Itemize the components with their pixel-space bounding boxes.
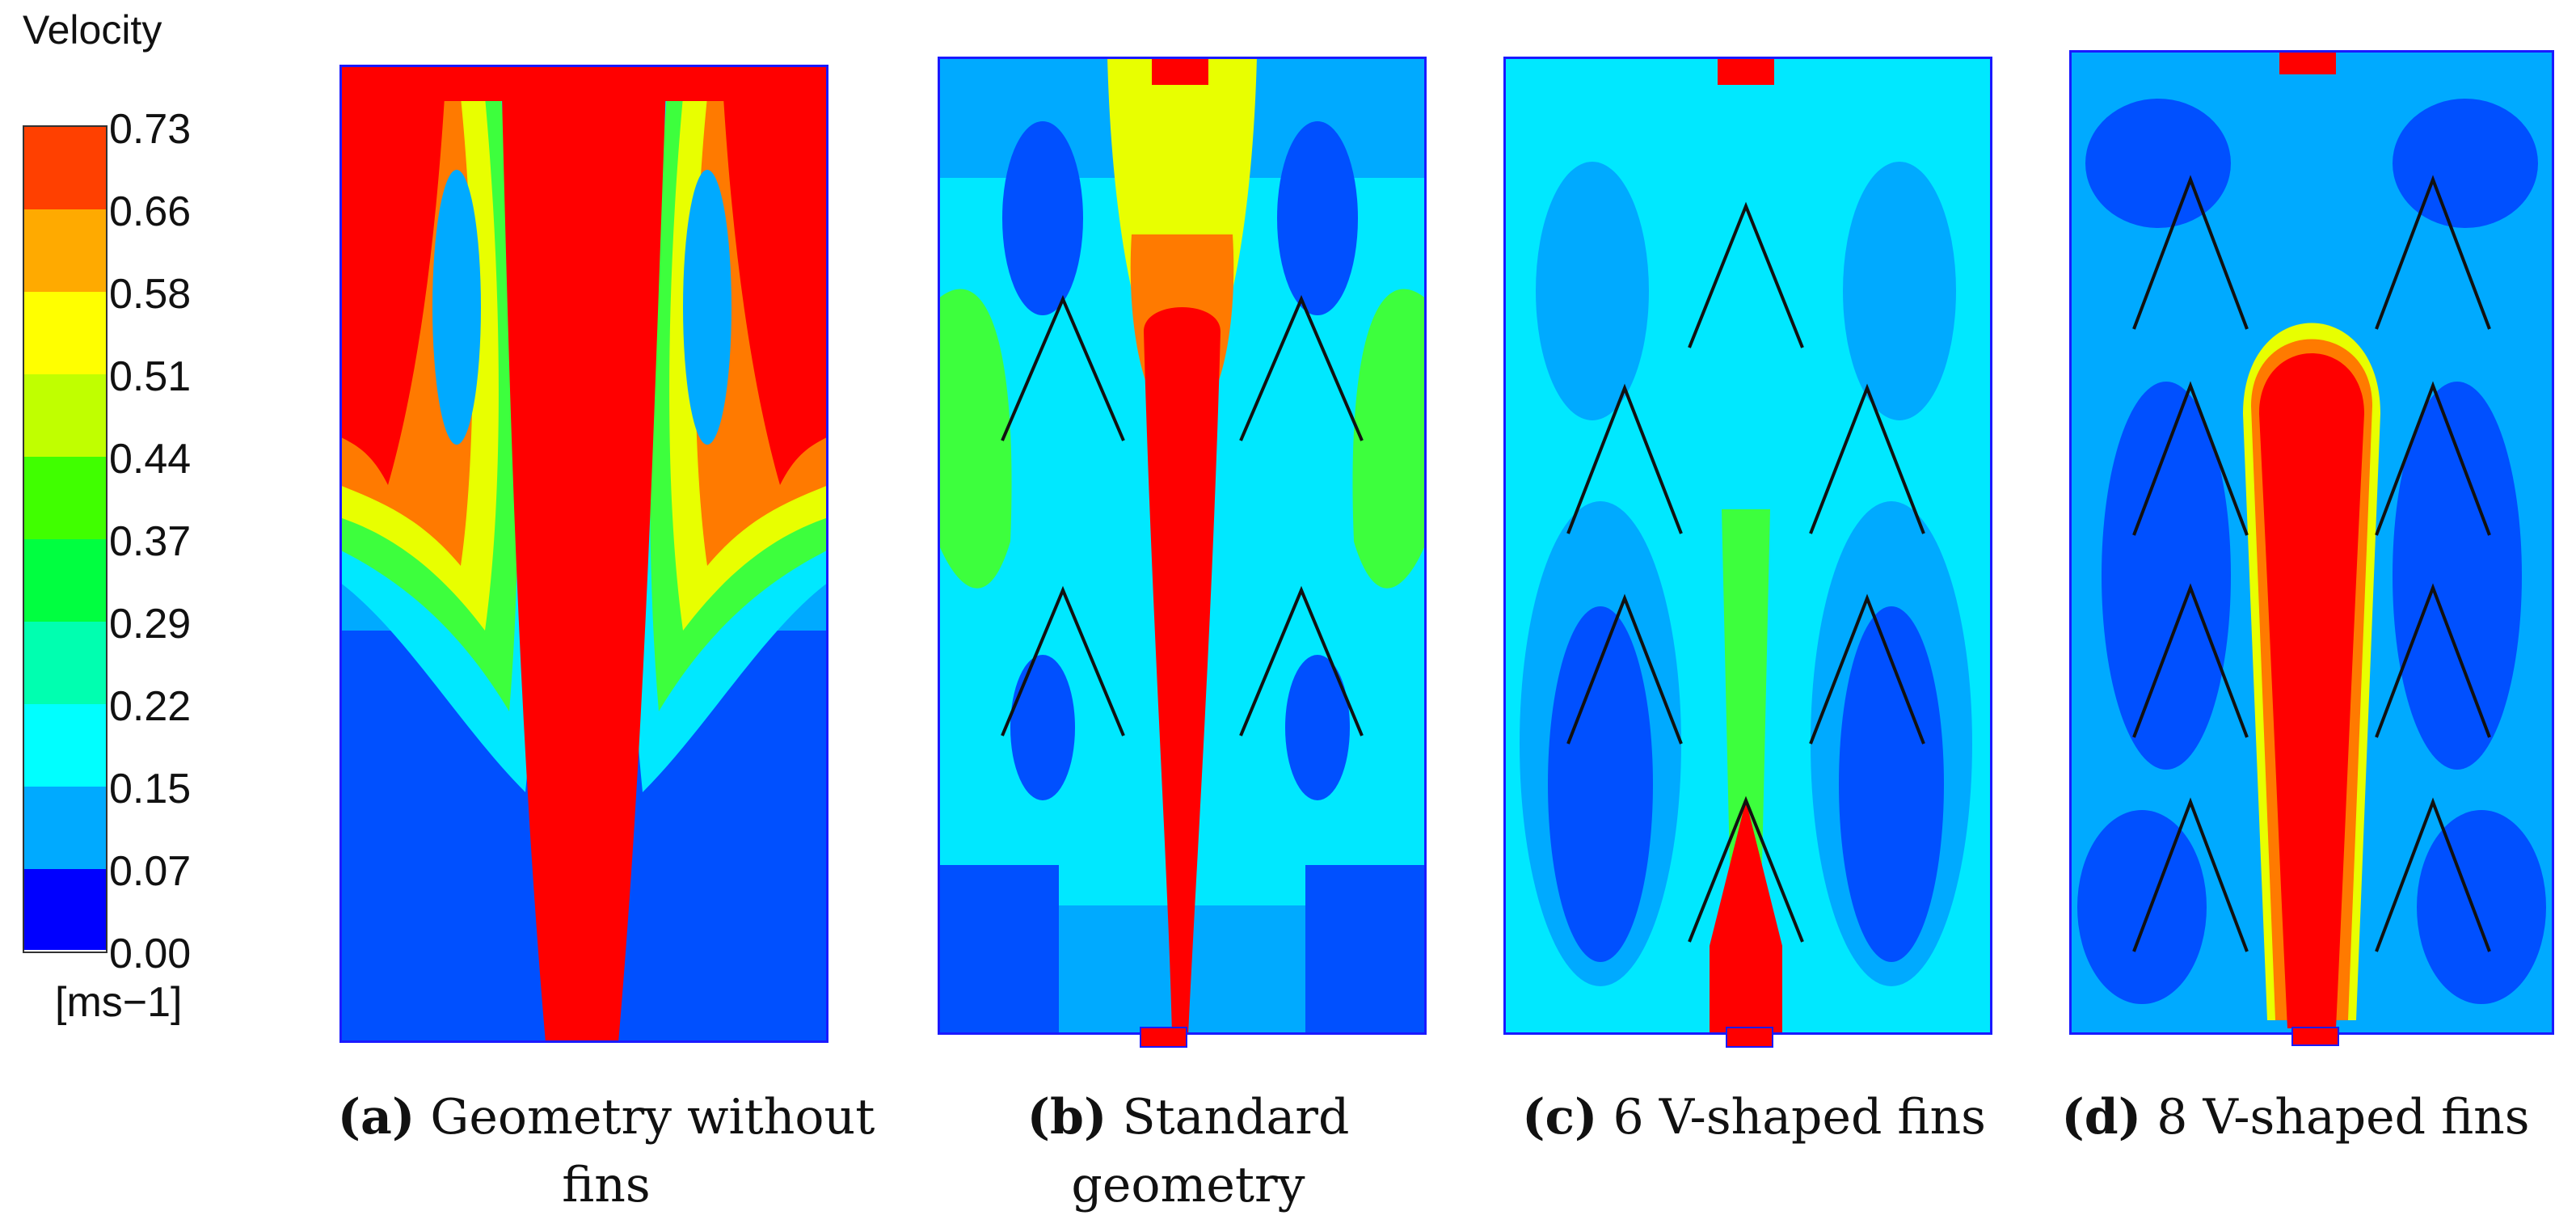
fin-3-right [2375, 583, 2491, 738]
central-jet [2259, 353, 2364, 1028]
legend-swatch [24, 704, 106, 787]
legend-swatch [24, 869, 106, 950]
legend-swatch [24, 292, 106, 374]
top-inlet [1718, 57, 1774, 85]
caption-a: (a) Geometry without [323, 1083, 889, 1151]
left-eddy-bottom [1010, 655, 1075, 800]
right-upper-eddy [2393, 99, 2538, 228]
legend-swatch [24, 787, 106, 869]
fin-top [1688, 201, 1804, 348]
panel-c-frame [1503, 57, 1992, 1035]
legend-tick: 0.00 [109, 930, 192, 977]
panel-c-outlet [1726, 1027, 1773, 1048]
fin-1-right [2375, 175, 2491, 330]
fin-4-left [2132, 797, 2249, 952]
panel-d-contour [2069, 50, 2554, 1035]
fin-4-right [2375, 797, 2491, 952]
top-inlet [2279, 50, 2336, 74]
top-inlet [1152, 57, 1208, 85]
caption-d-text: 8 V-shaped fins [2157, 1089, 2530, 1146]
legend-tick: 0.37 [109, 518, 192, 565]
left-upper-eddy [2085, 99, 2231, 228]
caption-d-label: (d) [2061, 1089, 2142, 1146]
fin-1-left [2132, 175, 2249, 330]
legend-tick: 0.66 [109, 188, 192, 235]
right-upper-eddy [1843, 162, 1956, 420]
caption-b-text: Standard geometry [1071, 1089, 1350, 1213]
legend-tick: 0.51 [109, 353, 192, 400]
left-core [1548, 606, 1653, 962]
fin-lower-right [1239, 585, 1364, 736]
caption-d: (d) 8 V-shaped fins [2021, 1083, 2570, 1151]
left-eddy-top [1002, 121, 1083, 315]
fin-low-left [1566, 593, 1683, 745]
panel-c-contour [1503, 57, 1992, 1035]
right-mid-eddy [2393, 382, 2522, 770]
right-core [1839, 606, 1944, 962]
legend-tick: 0.22 [109, 683, 192, 730]
fin-2-right [2375, 381, 2491, 536]
fin-low-right [1809, 593, 1925, 745]
legend-tick: 0.73 [109, 106, 192, 153]
left-green-zone [938, 289, 1012, 589]
panel-d-frame [2069, 50, 2554, 1035]
panel-b-contour [938, 57, 1427, 1035]
right-hot-zone [723, 97, 828, 485]
fin-mid-left [1566, 383, 1683, 534]
fin-upper-right [1239, 294, 1364, 441]
right-eddy-bottom [1285, 655, 1350, 800]
legend-swatch [24, 457, 106, 539]
legend-swatch [24, 622, 106, 704]
fin-3-left [2132, 583, 2249, 738]
central-jet [1144, 307, 1221, 1035]
color-legend [23, 125, 108, 953]
fin-lower-left [1001, 585, 1125, 736]
caption-c-text: 6 V-shaped fins [1613, 1089, 1986, 1146]
right-low-eddy [2417, 810, 2546, 1004]
bottom-right-corner [1305, 865, 1427, 1035]
fin-bottom [1688, 795, 1804, 943]
legend-swatch [24, 127, 106, 209]
panel-a-frame [339, 65, 828, 1043]
legend-tick: 0.58 [109, 271, 192, 318]
legend-tick: 0.15 [109, 766, 192, 812]
caption-b: (b) Standard geometry [905, 1083, 1471, 1219]
caption-c-label: (c) [1522, 1089, 1598, 1146]
left-low-eddy [2077, 810, 2207, 1004]
right-green-zone [1352, 289, 1427, 589]
legend-tick: 0.07 [109, 848, 192, 895]
panel-b-outlet [1140, 1027, 1187, 1048]
central-jet [501, 65, 667, 1043]
caption-a-line2-text: fins [562, 1157, 651, 1213]
legend-swatch [24, 374, 106, 457]
caption-a-label: (a) [337, 1089, 415, 1146]
central-green [1722, 509, 1770, 865]
left-upper-eddy [1536, 162, 1649, 420]
caption-c: (c) 6 V-shaped fins [1471, 1083, 2037, 1151]
right-eddy-top [1277, 121, 1358, 315]
panel-a-contour [339, 65, 828, 1043]
caption-b-label: (b) [1027, 1089, 1107, 1146]
left-hot-zone [339, 97, 445, 485]
left-mid-eddy [2102, 382, 2231, 770]
caption-a-text: Geometry without [430, 1089, 875, 1146]
bottom-jet [1710, 800, 1782, 1035]
legend-tick: 0.29 [109, 601, 192, 648]
caption-a-line2: fins [323, 1151, 889, 1219]
legend-swatch [24, 209, 106, 292]
legend-title: Velocity [23, 7, 162, 53]
legend-tick: 0.44 [109, 436, 192, 483]
panel-b-frame [938, 57, 1427, 1035]
fin-2-left [2132, 381, 2249, 536]
legend-unit: [ms−1] [55, 979, 183, 1026]
left-eddy [432, 170, 481, 445]
fin-mid-right [1809, 383, 1925, 534]
right-eddy [683, 170, 731, 445]
bottom-left-corner [938, 865, 1059, 1035]
fin-upper-left [1001, 294, 1125, 441]
panel-d-outlet [2291, 1027, 2339, 1046]
legend-swatch [24, 539, 106, 622]
